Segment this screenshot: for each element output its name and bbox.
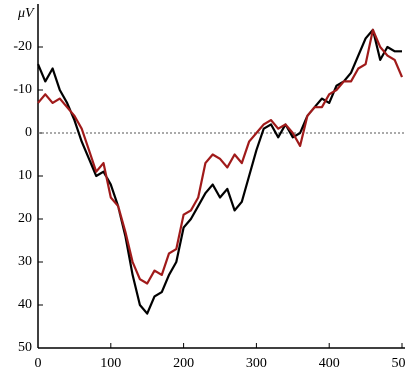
- series-line: [37, 28, 404, 285]
- y-axis-label: μV: [17, 6, 35, 21]
- x-tick-label: 300: [246, 356, 267, 371]
- x-tick-label: 0: [35, 356, 42, 371]
- y-tick-label: 40: [18, 297, 32, 312]
- y-tick-label: 20: [18, 211, 32, 226]
- x-tick-label: 400: [319, 356, 340, 371]
- x-tick-label: 500: [392, 356, 405, 371]
- y-tick-label: 30: [18, 254, 32, 269]
- x-tick-label: 200: [173, 356, 194, 371]
- y-tick-label: -20: [13, 39, 32, 54]
- y-tick-label: 0: [25, 125, 32, 140]
- y-tick-label: 50: [18, 340, 32, 355]
- y-tick-label: -10: [13, 82, 32, 97]
- y-tick-label: 10: [18, 168, 32, 183]
- series-line: [36, 28, 402, 315]
- x-tick-label: 100: [100, 356, 121, 371]
